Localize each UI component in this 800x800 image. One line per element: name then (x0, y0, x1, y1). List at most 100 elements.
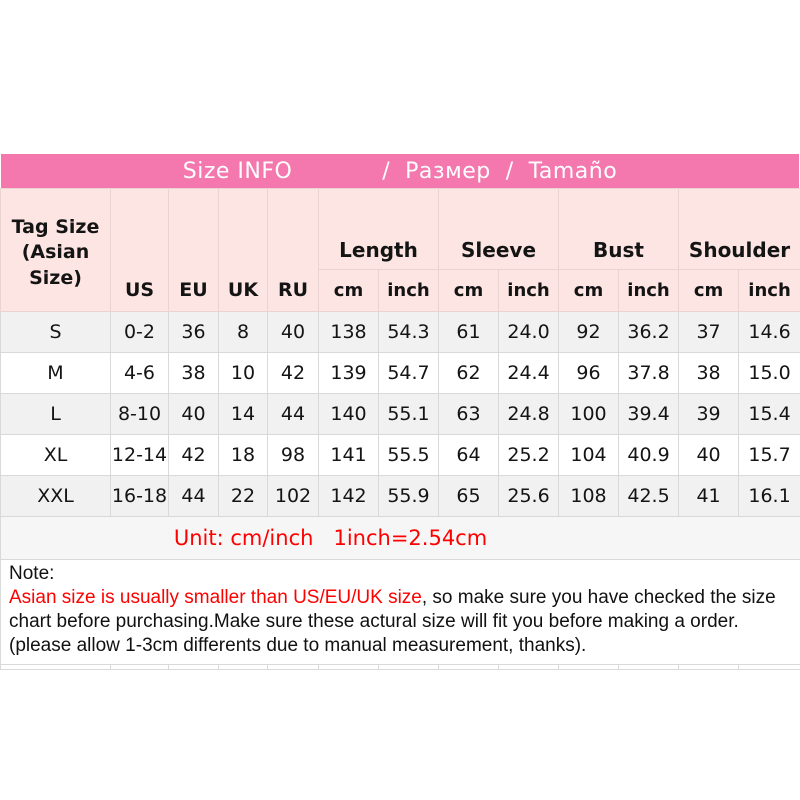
size-cell: 40 (678, 434, 740, 476)
size-cell: 55.1 (377, 393, 440, 435)
size-cell: 16-18 (110, 475, 169, 517)
size-cell: 38 (678, 352, 740, 394)
size-cell: 55.9 (377, 475, 440, 517)
note-rest-text: , so make sure you have checked the size… (9, 587, 776, 656)
size-cell: 100 (558, 393, 620, 435)
size-cell: 42.5 (618, 475, 680, 517)
size-label: M (0, 352, 111, 394)
size-cell: 62 (438, 352, 500, 394)
size-cell: 12-14 (110, 434, 169, 476)
size-chart-sheet: Size INFO / Размер / Tamaño Tag Size (As… (0, 154, 800, 670)
size-cell: 36 (168, 311, 219, 353)
grid-strip-cell (168, 664, 219, 670)
size-cell: 36.2 (618, 311, 680, 353)
group-header-sleeve: Sleeve (438, 188, 560, 270)
size-cell: 65 (438, 475, 500, 517)
size-cell: 24.0 (498, 311, 560, 353)
size-cell: 42 (168, 434, 219, 476)
size-info-title: Size INFO / Размер / Tamaño (182, 158, 618, 184)
grid-strip-cell (618, 664, 680, 670)
size-cell: 54.3 (377, 311, 440, 353)
size-cell: 139 (318, 352, 379, 394)
unit-header-bust-cm: cm (558, 269, 620, 312)
col-header-ru: RU (267, 188, 319, 312)
note-row: Note: Asian size is usually smaller than… (0, 559, 800, 665)
size-cell: 15.7 (738, 434, 800, 476)
size-row-l: L 8-10 40 14 44 140 55.1 63 24.8 100 39.… (0, 393, 800, 435)
size-cell: 18 (218, 434, 268, 476)
grid-strip-cell (438, 664, 500, 670)
size-cell: 141 (318, 434, 379, 476)
size-cell: 40 (168, 393, 219, 435)
size-cell: 15.4 (738, 393, 800, 435)
grid-strip-cell (110, 664, 169, 670)
size-cell: 16.1 (738, 475, 800, 517)
size-cell: 41 (678, 475, 740, 517)
header-unit-row: cm inch cm inch cm inch cm inch (1, 269, 800, 312)
group-header-bust: Bust (558, 188, 680, 270)
corner-header-tag-size: Tag Size (Asian Size) (0, 188, 111, 312)
size-cell: 102 (267, 475, 319, 517)
grid-strip-cell (218, 664, 268, 670)
unit-header-shoulder-inch: inch (738, 269, 800, 312)
size-cell: 0-2 (110, 311, 169, 353)
grid-strip-cell (738, 664, 800, 670)
header-group-row: Tag Size (Asian Size) US EU UK RU Length… (0, 188, 800, 312)
unit-header-sleeve-inch: inch (498, 269, 560, 312)
size-cell: 39 (678, 393, 740, 435)
size-label: XXL (0, 475, 111, 517)
size-row-s: S 0-2 36 8 40 138 54.3 61 24.0 92 36.2 3… (0, 311, 800, 353)
size-cell: 40 (267, 311, 319, 353)
grid-strip-cell (678, 664, 740, 670)
note-label: Note: (9, 563, 55, 584)
size-cell: 22 (218, 475, 268, 517)
size-cell: 24.4 (498, 352, 560, 394)
size-cell: 25.6 (498, 475, 560, 517)
unit-header-sleeve-cm: cm (438, 269, 500, 312)
size-cell: 14 (218, 393, 268, 435)
size-cell: 8 (218, 311, 268, 353)
size-cell: 24.8 (498, 393, 560, 435)
size-cell: 142 (318, 475, 379, 517)
note-body: Asian size is usually smaller than US/EU… (9, 586, 792, 658)
size-cell: 140 (318, 393, 379, 435)
size-cell: 40.9 (618, 434, 680, 476)
unit-header-length-cm: cm (318, 269, 379, 312)
grid-strip-cell (498, 664, 560, 670)
grid-strip-cell (267, 664, 319, 670)
size-cell: 15.0 (738, 352, 800, 394)
size-cell: 63 (438, 393, 500, 435)
group-header-shoulder: Shoulder (678, 188, 800, 270)
size-row-m: M 4-6 38 10 42 139 54.7 62 24.4 96 37.8 … (0, 352, 800, 394)
size-label: L (0, 393, 111, 435)
size-cell: 4-6 (110, 352, 169, 394)
size-cell: 138 (318, 311, 379, 353)
size-cell: 42 (267, 352, 319, 394)
size-cell: 104 (558, 434, 620, 476)
size-row-xl: XL 12-14 42 18 98 141 55.5 64 25.2 104 4… (0, 434, 800, 476)
size-cell: 64 (438, 434, 500, 476)
size-row-xxl: XXL 16-18 44 22 102 142 55.9 65 25.6 108… (0, 475, 800, 517)
grid-strip-cell (377, 664, 440, 670)
size-cell: 92 (558, 311, 620, 353)
size-cell: 14.6 (738, 311, 800, 353)
size-cell: 39.4 (618, 393, 680, 435)
size-label: XL (0, 434, 111, 476)
size-cell: 96 (558, 352, 620, 394)
col-header-us: US (110, 188, 169, 312)
size-label: S (0, 311, 111, 353)
unit-header-length-inch: inch (377, 269, 440, 312)
group-header-length: Length (317, 188, 440, 270)
size-cell: 98 (267, 434, 319, 476)
size-cell: 25.2 (498, 434, 560, 476)
size-cell: 44 (168, 475, 219, 517)
note-cell: Note: Asian size is usually smaller than… (0, 559, 800, 665)
unit-header-shoulder-cm: cm (678, 269, 740, 312)
size-cell: 55.5 (377, 434, 440, 476)
unit-note-row: Unit: cm/inch 1inch=2.54cm (0, 516, 800, 560)
size-info-title-bar: Size INFO / Размер / Tamaño (1, 154, 799, 188)
size-cell: 44 (267, 393, 319, 435)
size-cell: 54.7 (377, 352, 440, 394)
size-cell: 37.8 (618, 352, 680, 394)
grid-strip-cell (0, 664, 111, 670)
